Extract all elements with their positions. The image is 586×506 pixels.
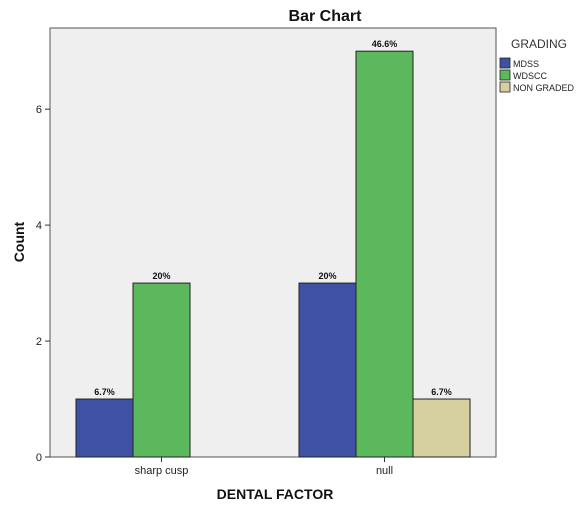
y-axis-title: Count (11, 221, 27, 262)
bar-data-label: 20% (152, 271, 170, 281)
y-tick-label: 2 (36, 336, 42, 348)
legend-label: NON GRADED (513, 83, 575, 93)
bar-wdscc (132, 282, 191, 458)
y-tick-label: 0 (36, 452, 42, 464)
legend-swatch (499, 81, 511, 93)
legend-label: WDSCC (513, 71, 547, 81)
legend-swatch (499, 57, 511, 69)
legend-swatch (499, 69, 511, 81)
chart-title: Bar Chart (289, 8, 363, 25)
bar-labels: 6.7% 20% 20% 46.6% 6.7% (94, 39, 452, 397)
legend-title: GRADING (511, 37, 567, 51)
x-axis-title: DENTAL FACTOR (217, 486, 334, 502)
y-tick-label: 6 (36, 104, 42, 116)
bar-mdss (298, 282, 357, 458)
legend-label: MDSS (513, 59, 539, 69)
bar-wdscc (355, 50, 414, 458)
y-axis: 0 2 4 6 (36, 104, 50, 464)
bar-data-label: 6.7% (94, 387, 115, 397)
x-axis: sharp cusp null (135, 457, 393, 477)
bar-data-label: 6.7% (431, 387, 452, 397)
x-tick-label: null (376, 465, 393, 477)
plot-area (49, 27, 497, 458)
bar-data-label: 46.6% (372, 39, 398, 49)
legend: GRADING MDSS WDSCC NON GRADED (499, 37, 575, 93)
bar-non-graded (412, 398, 471, 458)
x-tick-label: sharp cusp (135, 465, 189, 477)
bars (75, 50, 471, 458)
bar-data-label: 20% (318, 271, 336, 281)
bar-mdss (75, 398, 134, 458)
y-tick-label: 4 (36, 220, 42, 232)
